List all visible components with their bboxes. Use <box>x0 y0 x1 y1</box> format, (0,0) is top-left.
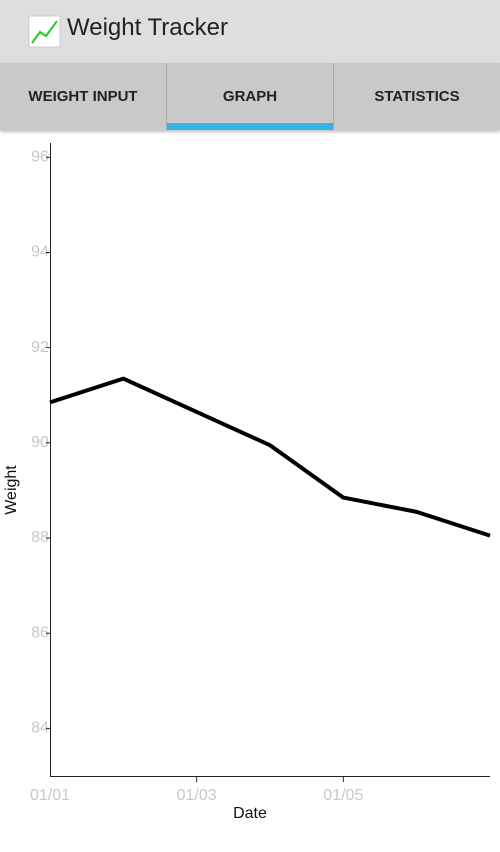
y-tick-label: 84 <box>31 720 49 737</box>
app-icon <box>28 15 61 48</box>
tab-selected[interactable]: GRAPH <box>166 63 333 130</box>
x-axis-title: Date <box>233 805 267 822</box>
tab-bar: WEIGHT INPUT GRAPH STATISTICS <box>0 63 500 130</box>
y-tick-label: 92 <box>31 339 49 356</box>
tab[interactable]: WEIGHT INPUT <box>28 88 138 105</box>
data-line <box>49 376 491 538</box>
y-axis-title: Weight <box>3 465 20 515</box>
x-tick-label: 01/01 <box>30 787 70 804</box>
y-tick-label: 96 <box>31 148 49 165</box>
y-tick-label: 88 <box>31 529 49 546</box>
x-tick-label: 01/03 <box>177 787 217 804</box>
y-tick-label: 86 <box>31 624 49 641</box>
y-tick-label: 94 <box>31 244 49 261</box>
y-tick-label: 90 <box>31 434 49 451</box>
tab[interactable]: STATISTICS <box>333 63 500 130</box>
x-tick-label: 01/05 <box>323 787 363 804</box>
app-title: Weight Tracker <box>67 14 228 41</box>
action-bar: Weight Tracker <box>0 0 500 63</box>
